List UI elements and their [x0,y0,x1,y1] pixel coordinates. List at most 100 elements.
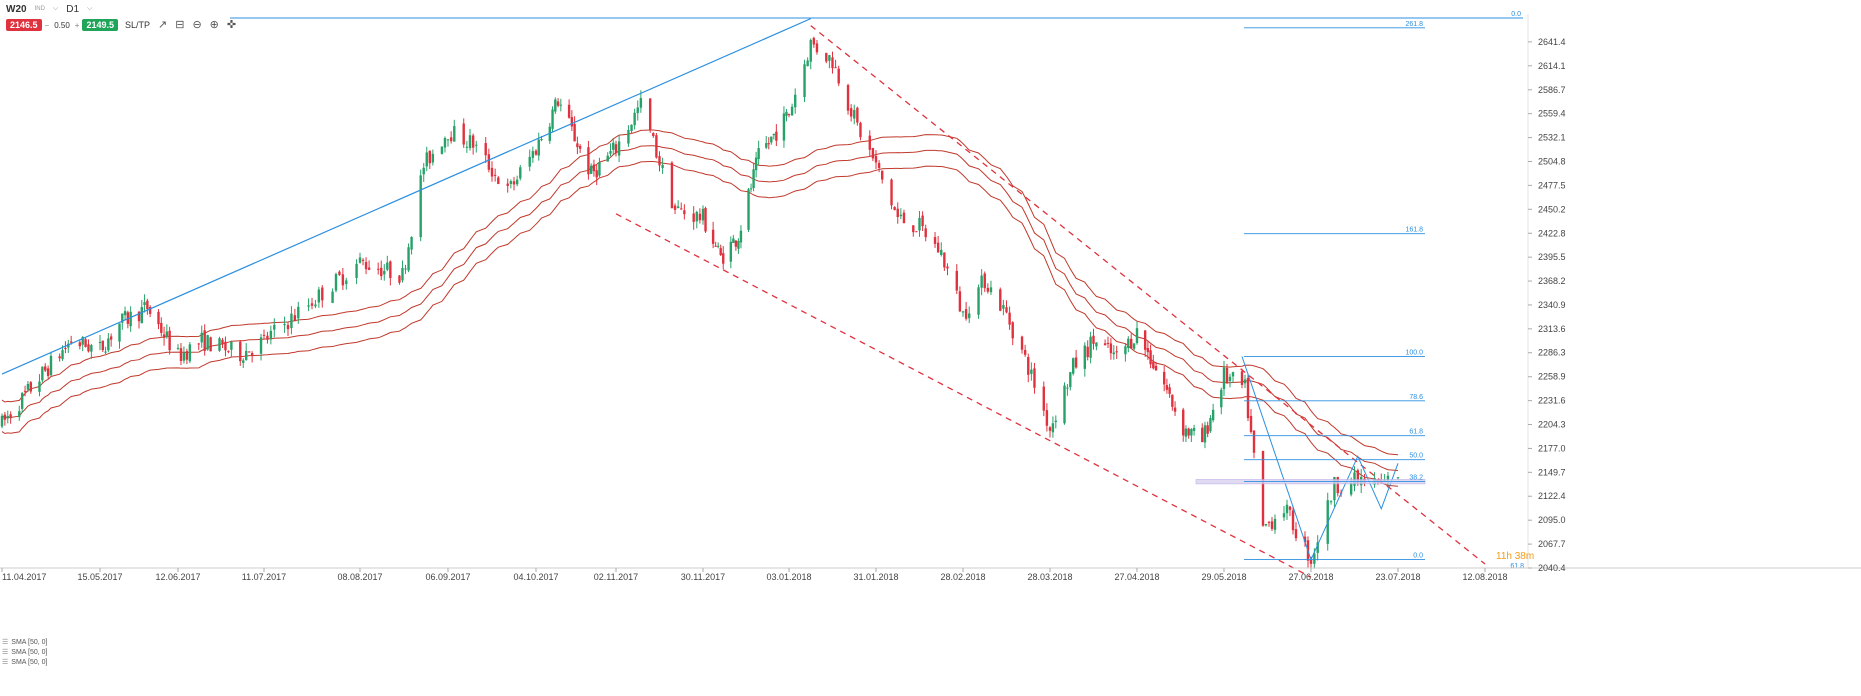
candle-body [38,381,41,392]
volume-field[interactable]: 0.50 [54,20,70,30]
candle-body [921,215,924,227]
candle-body [1285,504,1289,514]
candle-body [431,153,435,163]
candle-body [652,133,655,137]
candle-body [757,148,760,160]
candle-body [639,97,643,108]
trendline [1,18,811,375]
candle-body [462,123,465,145]
candle-body [245,350,248,361]
fib-level-label: 61.8 [1409,429,1423,436]
candle-body [165,331,169,338]
x-tick-label: 27.06.2018 [1288,572,1333,582]
symbol-dropdown-icon[interactable]: ⌵ [52,5,59,12]
sltp-button[interactable]: SL/TP [124,20,150,30]
x-tick-label: 30.11.2017 [681,572,725,582]
sell-button[interactable]: 2146.5 [6,19,42,31]
candle-body [1282,513,1286,518]
candle-body [314,304,317,307]
crosshair-icon[interactable]: ✜ [226,18,237,31]
candle-body [704,208,707,232]
symbol-toolbar: W20 IND ⌵ D1 ⌵ [6,2,92,16]
candle-body [896,208,899,218]
buy-button[interactable]: 2149.5 [82,19,118,31]
candle-body [1135,328,1139,344]
countdown-hours: 11h [1496,551,1512,562]
candle-body [790,106,794,116]
candle-body [1201,427,1204,443]
candle-body [1063,385,1066,424]
candle-body [259,337,263,354]
candle-body [1171,394,1174,407]
candle-body [358,257,362,263]
zoom-out-icon[interactable]: ⊖ [192,18,202,31]
volume-decrease-icon[interactable]: − [44,20,50,30]
volume-increase-icon[interactable]: + [74,20,80,30]
indicator-legend-item[interactable]: ☰ SMA [50, 0] [2,658,47,668]
candle-body [440,146,444,154]
candle-body [534,150,538,155]
candle-body [933,237,937,244]
candle-body [218,338,221,351]
candle-body [1329,501,1333,503]
candle-body [26,383,30,390]
candle-body [290,313,293,329]
y-tick-label: 2504.8 [1538,156,1566,166]
y-tick-label: 2067.7 [1538,539,1566,549]
candle-body [528,156,531,167]
candle-body [1162,371,1166,385]
sma-envelope-band [1,161,1399,487]
candle-body [636,107,639,114]
candle-body [782,113,786,141]
candle-body [754,157,758,171]
candle-body [1168,387,1171,394]
bar-countdown: 11h 38m [1496,551,1534,562]
indicator-settings-icon[interactable]: ☰ [2,649,9,656]
candle-body [1112,352,1115,355]
indicator-label: SMA [50, 0] [11,659,48,666]
y-tick-label: 2368.2 [1538,276,1566,286]
candle-body [386,262,389,270]
candle-body [648,98,652,131]
indicator-legend-item[interactable]: ☰ SMA [50, 0] [2,638,47,648]
candle-body [286,324,290,330]
candle-body [986,287,990,292]
candle-body [224,341,227,351]
indicator-settings-icon[interactable]: ☰ [2,639,9,646]
y-tick-label: 2586.7 [1538,85,1566,95]
zoom-in-icon[interactable]: ⊕ [209,18,219,31]
candle-body [1143,330,1147,350]
indicator-settings-icon[interactable]: ☰ [2,659,9,666]
timeframe-label[interactable]: D1 [66,3,80,15]
candle-body [598,162,601,176]
candle-body [834,67,837,69]
candle-body [1349,483,1353,495]
indicators-icon[interactable]: ⊟ [175,18,185,31]
candle-body [680,208,683,210]
timeframe-dropdown-icon[interactable]: ⌵ [87,5,93,12]
candle-body [540,139,543,141]
indicator-legend-item[interactable]: ☰ SMA [50, 0] [2,648,47,658]
chart-type-icon[interactable]: ↗ [158,18,168,31]
candle-body [1291,510,1295,531]
candle-body [1243,379,1247,384]
candle-body [1165,385,1169,390]
candle-body [1190,429,1193,436]
candle-body [297,306,300,319]
candle-body [497,177,500,184]
candle-body [41,366,44,381]
symbol-name[interactable]: W20 [6,3,27,15]
candle-body [794,94,797,108]
candle-body [556,101,560,106]
candle-body [785,111,788,116]
candle-body [1182,409,1185,436]
candle-body [1127,338,1130,349]
candle-body [64,347,67,349]
candle-body [1206,425,1209,434]
candle-body [157,311,160,325]
candle-body [809,39,812,62]
candle-body [912,225,915,233]
candle-body [1209,418,1212,432]
